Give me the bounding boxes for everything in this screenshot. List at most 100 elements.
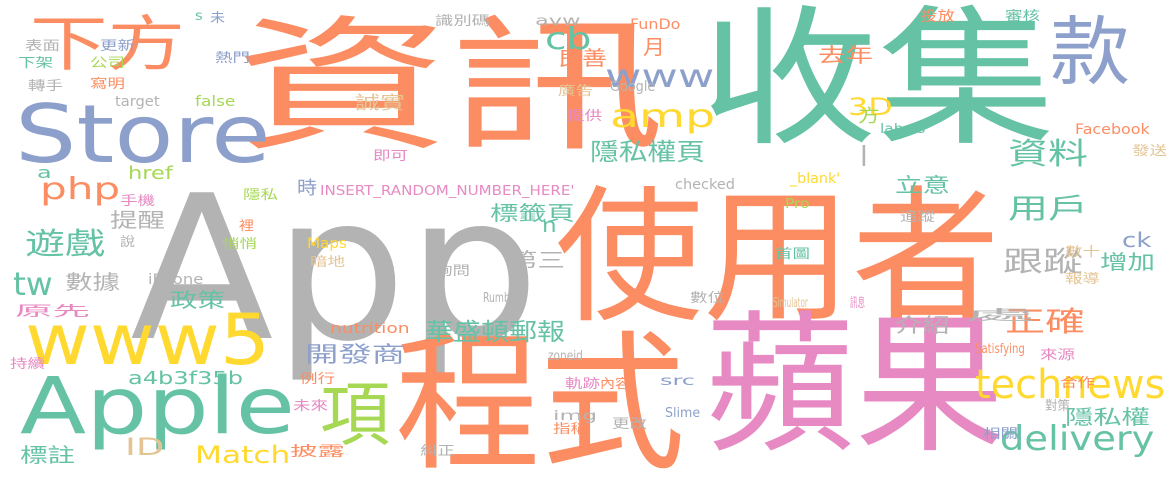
word-60: 表面: [25, 39, 61, 54]
word-112: Slime: [665, 406, 701, 421]
word-110: 對策: [1045, 399, 1071, 414]
word-54: avw: [535, 14, 581, 29]
word-32: 隱私權: [1065, 405, 1151, 429]
word-61: 更新: [100, 39, 136, 54]
word-100: Satisfying: [975, 342, 1025, 357]
word-45: 介紹: [895, 313, 950, 337]
word-27: 開發商: [305, 343, 406, 368]
word-37: 第三: [510, 248, 565, 272]
word-74: 發送: [1132, 144, 1168, 159]
word-23: php: [40, 172, 121, 207]
word-4: 收集: [700, 0, 1055, 167]
word-58: s: [195, 9, 203, 24]
word-7: Store: [15, 88, 271, 181]
word-113: 指稱: [553, 422, 589, 437]
word-79: Pro: [785, 197, 810, 212]
word-109: 未來: [293, 399, 329, 414]
word-50: href: [128, 163, 173, 184]
word-44: ck: [1122, 228, 1152, 252]
word-10: 下方: [30, 10, 186, 80]
word-26: 華盛頓郵報: [425, 318, 566, 346]
word-42: 立意: [895, 173, 950, 197]
word-3: 資訊: [235, 3, 666, 172]
word-39: 良善: [557, 46, 607, 70]
word-94: 數位: [690, 291, 726, 306]
word-62: 下架: [18, 56, 54, 71]
word-18: 資料: [1008, 137, 1088, 172]
word-51: INSERT_RANDOM_NUMBER_HERE': [320, 184, 575, 199]
word-47: 方: [858, 106, 880, 127]
word-43: 增加: [1100, 250, 1155, 274]
word-6: 蘋果: [705, 297, 1006, 474]
word-5: 程式: [395, 318, 686, 482]
word-16: amp: [610, 97, 716, 135]
word-64: 寫明: [90, 77, 126, 92]
word-41: 3D: [848, 93, 893, 121]
word-90: 報導: [1065, 272, 1101, 287]
word-68: false: [195, 94, 236, 110]
word-76: a: [37, 163, 52, 182]
word-31: 標註: [20, 443, 75, 467]
word-9: www5: [25, 299, 271, 381]
word-98: 處: [965, 308, 1035, 324]
word-2: 使用者: [555, 173, 1001, 343]
word-115: 相關: [983, 427, 1019, 442]
word-85: 悄悄: [222, 237, 258, 252]
word-63: 公司: [90, 56, 126, 71]
word-80: 追蹤: [900, 210, 936, 225]
word-70: 廣告: [558, 84, 594, 99]
word-59: 未: [210, 11, 226, 26]
word-21: 正確: [1005, 305, 1086, 338]
word-11: 款: [1050, 8, 1131, 96]
word-107: src: [660, 374, 695, 389]
word-29: Match: [195, 441, 291, 469]
word-55: FunDo: [630, 17, 681, 33]
word-96: Simulator: [773, 296, 808, 311]
word-86: Maps: [307, 236, 347, 252]
word-35: 數據: [65, 270, 120, 294]
word-97: 訊息: [850, 296, 866, 311]
word-57: 審核: [1005, 9, 1041, 24]
word-78: _blank': [790, 171, 841, 187]
word-89: 數十: [1065, 245, 1101, 260]
word-48: n: [542, 213, 557, 237]
word-22: 遊戲: [25, 227, 105, 262]
word-95: 原先: [15, 304, 91, 320]
word-49: 時: [297, 178, 317, 199]
word-17: 隱私權頁: [590, 138, 706, 166]
word-40: 去年: [818, 43, 873, 67]
word-84: 說: [120, 235, 136, 250]
word-36: 政策: [170, 288, 225, 312]
word-13: technews: [975, 362, 1166, 408]
word-117: 披露: [290, 444, 345, 460]
word-19: 用戶: [1008, 192, 1089, 225]
word-104: 來源: [1040, 348, 1076, 363]
word-73: labels: [880, 122, 926, 137]
word-88: 首圖: [775, 247, 811, 262]
word-108: 合作: [1060, 376, 1096, 391]
word-56: 投放: [920, 9, 955, 25]
word-102: 持續: [10, 357, 46, 372]
word-106: 內容: [600, 377, 631, 392]
word-46: 月: [643, 35, 665, 59]
word-65: 熱門: [215, 51, 251, 66]
word-87: 暗地: [310, 255, 346, 270]
word-8: Apple: [20, 362, 296, 452]
word-28: a4b3f35b: [128, 368, 244, 389]
word-67: target: [115, 94, 160, 110]
word-15: www: [605, 57, 715, 95]
word-33: 標籤頁: [490, 201, 576, 225]
word-30: ID: [125, 433, 165, 461]
word-53: 識別碼: [435, 14, 491, 29]
word-72: Facebook: [1075, 122, 1150, 138]
word-77: checked: [675, 177, 735, 193]
word-34: 提醒: [110, 208, 165, 232]
word-82: 手機: [120, 194, 156, 209]
word-69: Google: [610, 79, 656, 95]
word-71: 提供: [567, 109, 603, 124]
word-114: 更改: [612, 417, 648, 432]
word-38: 誠實: [355, 93, 406, 114]
word-101: zoneid: [548, 349, 583, 364]
word-12: 項: [320, 374, 390, 456]
